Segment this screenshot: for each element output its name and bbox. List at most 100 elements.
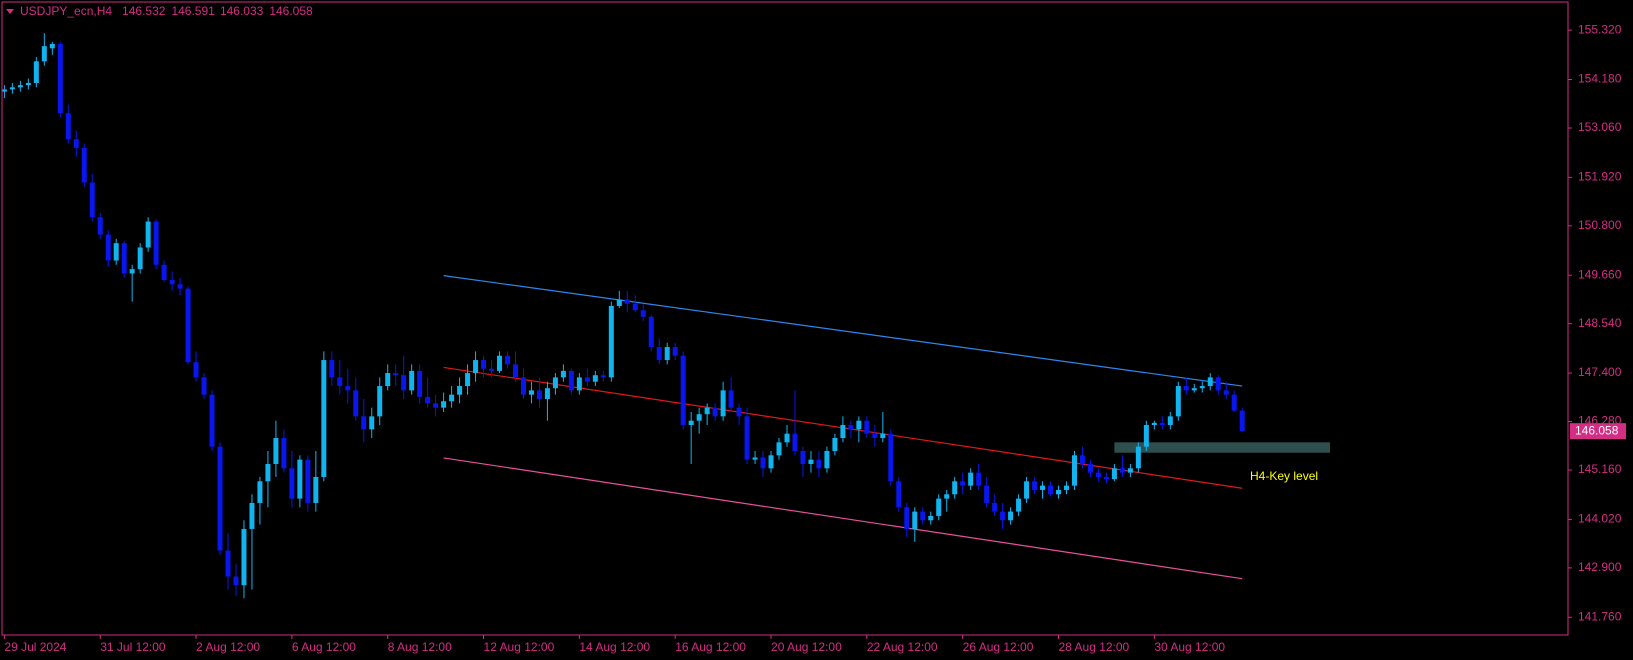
y-tick-label: 149.660 xyxy=(1578,267,1622,281)
candle-body xyxy=(241,528,247,586)
candle-body xyxy=(265,463,271,482)
candle-body xyxy=(1175,386,1181,417)
candle-body xyxy=(648,316,654,348)
candle-body xyxy=(1183,386,1189,391)
candle-body xyxy=(504,355,510,365)
candle-body xyxy=(720,390,726,417)
candle-body xyxy=(289,468,295,499)
candle-body xyxy=(297,459,303,499)
y-tick-label: 145.160 xyxy=(1578,462,1622,476)
y-tick-label: 155.320 xyxy=(1578,22,1622,36)
candle-body xyxy=(1127,468,1133,473)
candle-body xyxy=(1135,446,1141,469)
candle-body xyxy=(1215,377,1221,391)
candle-body xyxy=(880,433,886,438)
candle-body xyxy=(257,481,263,503)
candle-body xyxy=(704,407,710,415)
candle-body xyxy=(313,476,319,503)
candle-body xyxy=(465,373,471,387)
y-tick-label: 142.900 xyxy=(1578,560,1622,574)
candle-body xyxy=(361,416,367,430)
candle-body xyxy=(497,355,503,371)
candle-body xyxy=(425,396,431,404)
candle-body xyxy=(920,511,926,521)
x-tick-label: 22 Aug 12:00 xyxy=(867,640,938,654)
candle-body xyxy=(816,459,822,469)
candle-body xyxy=(129,269,135,274)
header-ohlc: 146.591 xyxy=(171,4,215,18)
channel-line xyxy=(443,457,1243,580)
price-tag-label: 146.058 xyxy=(1575,423,1619,437)
candle-body xyxy=(752,457,758,460)
candle-body xyxy=(1095,472,1101,477)
candle-body xyxy=(808,459,814,464)
candle-body xyxy=(832,437,838,451)
candle-body xyxy=(337,377,343,387)
key-level-label: H4-Key level xyxy=(1250,469,1318,483)
candle-body xyxy=(1143,425,1149,447)
plot-frame xyxy=(1,1,1569,636)
candle-body xyxy=(153,221,159,265)
candle-body xyxy=(457,386,463,395)
candle-body xyxy=(1063,485,1069,490)
candle-body xyxy=(417,370,423,397)
candle-body xyxy=(137,247,143,270)
candle-body xyxy=(984,485,990,503)
candle-body xyxy=(1056,489,1062,495)
candle-body xyxy=(9,87,15,90)
candle-body xyxy=(281,437,287,469)
candle-body xyxy=(449,394,455,402)
candle-body xyxy=(1000,511,1006,521)
header-ohlc: 146.033 xyxy=(220,4,264,18)
candle-body xyxy=(33,61,39,83)
candle-body xyxy=(145,221,151,248)
candle-body xyxy=(1040,485,1046,490)
candle-body xyxy=(161,264,167,280)
candle-body xyxy=(1159,422,1165,426)
candle-body xyxy=(57,43,63,114)
candle-body xyxy=(944,494,950,499)
candle-body xyxy=(481,360,487,369)
candle-body xyxy=(105,234,111,261)
channel-line xyxy=(443,275,1243,387)
y-tick-label: 153.060 xyxy=(1578,120,1622,134)
candle-body xyxy=(992,502,998,512)
candle-body xyxy=(177,284,183,289)
x-tick-label: 14 Aug 12:00 xyxy=(579,640,650,654)
candle-body xyxy=(632,303,638,311)
header-ohlc: 146.058 xyxy=(269,4,313,18)
candle-body xyxy=(976,472,982,486)
candle-body xyxy=(848,425,854,430)
symbol: USDJPY_ecn,H4 xyxy=(20,4,112,18)
candle-body xyxy=(864,420,870,434)
candle-body xyxy=(409,370,415,391)
candle-body xyxy=(329,360,335,378)
candle-body xyxy=(1087,463,1093,473)
candle-body xyxy=(592,375,598,382)
candle-body xyxy=(249,502,255,529)
candle-body xyxy=(1,89,7,92)
candle-body xyxy=(1024,481,1030,499)
candle-body xyxy=(776,442,782,456)
candle-body xyxy=(377,386,383,417)
candle-body xyxy=(393,373,399,376)
candle-body xyxy=(81,147,87,183)
candle-body xyxy=(712,407,718,417)
x-tick-label: 29 Jul 2024 xyxy=(4,640,66,654)
candle-body xyxy=(1016,498,1022,512)
candle-body xyxy=(17,85,23,88)
candle-body xyxy=(912,511,918,529)
candle-body xyxy=(800,450,806,464)
key-level-zone xyxy=(1114,442,1331,453)
x-tick-label: 2 Aug 12:00 xyxy=(196,640,260,654)
candle-body xyxy=(25,82,31,86)
candle-body xyxy=(768,455,774,469)
candle-body xyxy=(896,481,902,508)
candle-body xyxy=(656,347,662,361)
candle-body xyxy=(824,450,830,469)
candle-body xyxy=(728,390,734,408)
candle-body xyxy=(1008,511,1014,521)
candle-body xyxy=(1079,455,1085,464)
candle-body xyxy=(321,360,327,477)
